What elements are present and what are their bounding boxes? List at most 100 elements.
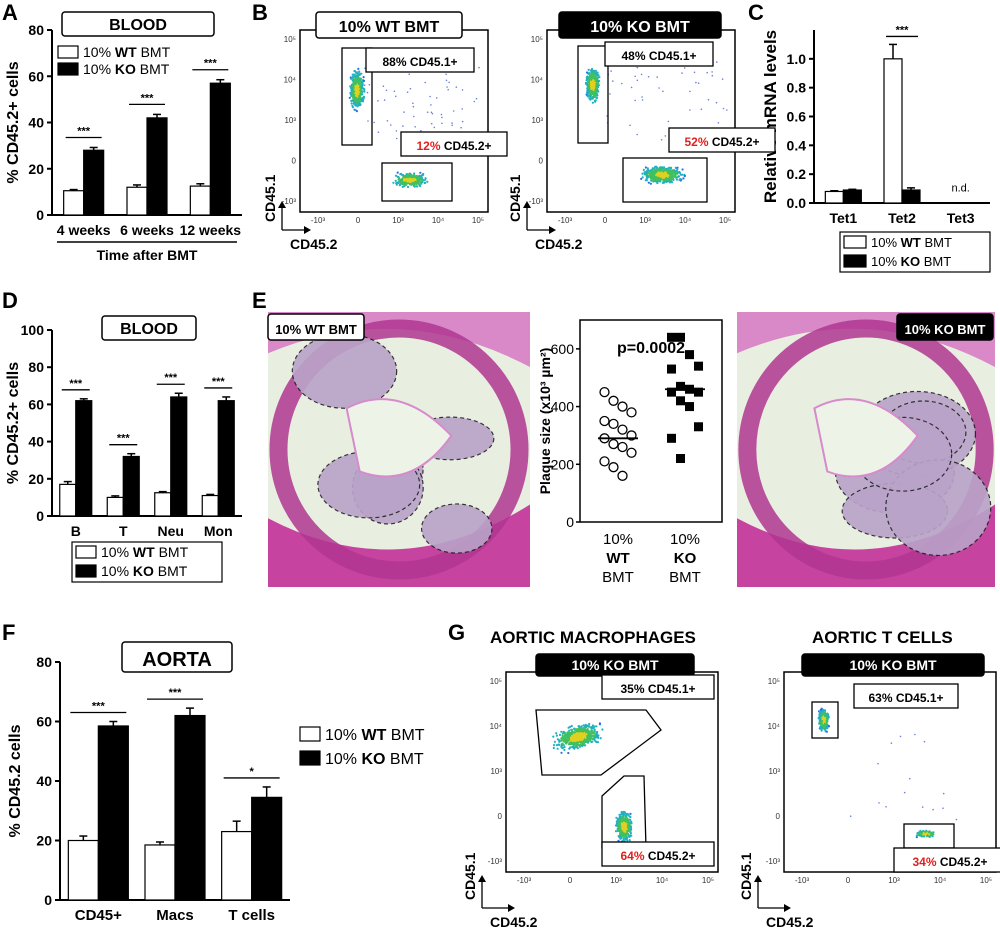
event-dot-cd45-1	[596, 71, 599, 74]
event-dot-cd45-2	[627, 826, 630, 830]
event-dot-cd45-2	[925, 835, 928, 838]
panel-letter-b: B	[252, 0, 268, 25]
sparse-event	[385, 89, 388, 92]
chart-c-mrna-levels: 0.0 0.2 0.4 0.6 0.8 1.0 Relative mRNA levels Te…	[761, 24, 991, 273]
event-dot-cd45-1	[362, 76, 365, 79]
event-dot-cd45-1	[563, 746, 566, 749]
event-dot-cd45-2	[621, 818, 624, 821]
sparse-event	[448, 81, 450, 84]
event-dot-cd45-2	[623, 821, 626, 824]
sparse-event	[441, 122, 443, 125]
event-dot-cd45-2	[628, 830, 631, 833]
event-dot-cd45-1	[821, 719, 824, 722]
event-dot-cd45-2	[409, 180, 412, 184]
data-point-wt	[626, 447, 637, 458]
event-dot-cd45-1	[576, 732, 579, 735]
event-dot-cd45-1	[597, 79, 600, 82]
y-axis-label: % CD45.2+ cells	[5, 362, 22, 484]
x-tick-label: 0	[356, 216, 361, 225]
sparse-event	[431, 112, 434, 115]
event-dot-cd45-2	[624, 820, 627, 823]
event-dot-cd45-2	[655, 179, 658, 182]
gate-label: 88% CD45.1+	[382, 55, 457, 69]
sparse-event	[377, 131, 380, 133]
event-dot-cd45-2	[672, 178, 675, 181]
event-dot-cd45-1	[823, 725, 826, 728]
event-dot-cd45-1	[593, 82, 596, 85]
event-dot-cd45-1	[553, 740, 556, 743]
event-dot-cd45-1	[354, 88, 357, 91]
flow-header: 10% KO BMT	[590, 19, 690, 36]
sparse-event	[641, 99, 644, 101]
event-dot-cd45-2	[413, 184, 416, 187]
event-dot-cd45-2	[625, 822, 628, 826]
y-tick-label: 60	[28, 396, 44, 412]
event-dot-cd45-1	[820, 721, 823, 724]
event-dot-cd45-1	[583, 733, 586, 736]
event-dot-cd45-1	[825, 725, 829, 728]
y-axis-label: % CD45.2+ cells	[5, 61, 22, 183]
event-dot-cd45-1	[821, 718, 824, 721]
event-dot-cd45-2	[620, 830, 623, 833]
y-tick-label: 80	[36, 654, 52, 670]
event-dot-cd45-2	[421, 173, 424, 177]
event-dot-cd45-1	[586, 724, 589, 727]
event-dot-cd45-2	[397, 182, 400, 185]
x-axis-label: CD45.2	[290, 236, 338, 252]
event-dot-cd45-2	[671, 170, 674, 173]
event-dot-cd45-2	[923, 832, 926, 836]
event-dot-cd45-1	[591, 101, 594, 104]
event-dot-cd45-1	[819, 716, 822, 719]
event-dot-cd45-1	[359, 84, 362, 87]
event-dot-cd45-2	[646, 167, 649, 170]
event-dot-cd45-2	[920, 834, 923, 838]
flow-header-box	[896, 313, 994, 341]
event-dot-cd45-1	[358, 96, 361, 100]
panel-letter-a: A	[2, 0, 18, 25]
category-label: B	[71, 523, 81, 539]
event-dot-cd45-1	[596, 82, 599, 86]
sparse-event	[455, 86, 458, 88]
event-dot-cd45-2	[629, 812, 632, 815]
y-tick-label: 60	[28, 68, 44, 84]
legend-label: 10% KO BMT	[325, 751, 424, 768]
event-dot-cd45-2	[659, 177, 662, 180]
y-tick-label: 1.0	[787, 51, 807, 67]
event-dot-cd45-2	[622, 835, 625, 838]
event-dot-cd45-1	[588, 86, 591, 89]
event-dot-cd45-1	[825, 730, 828, 733]
x-tick-label: 10⁵	[702, 876, 714, 885]
event-dot-cd45-1	[348, 96, 351, 99]
y-tick-label: 20	[28, 161, 44, 177]
sparse-event	[641, 96, 643, 98]
event-dot-cd45-2	[620, 822, 623, 825]
bar-ko	[146, 117, 168, 216]
sparse-event	[658, 87, 660, 89]
sparse-event	[413, 115, 415, 118]
gate-cd45-1	[577, 45, 609, 144]
bar-ko	[83, 149, 105, 216]
event-dot-cd45-1	[563, 740, 566, 743]
event-dot-cd45-2	[642, 168, 645, 171]
event-dot-cd45-1	[583, 732, 586, 735]
y-tick-label: 80	[28, 359, 44, 375]
event-dot-cd45-2	[666, 171, 669, 174]
x-axis-label: Time after BMT	[97, 247, 198, 263]
legend-label: 10% WT BMT	[871, 235, 952, 250]
event-dot-cd45-1	[354, 76, 358, 80]
event-dot-cd45-1	[572, 743, 575, 746]
event-dot-cd45-1	[591, 727, 594, 730]
y-tick-label: -10³	[766, 857, 781, 866]
event-dot-cd45-1	[577, 739, 580, 742]
event-dot-cd45-1	[591, 70, 594, 73]
event-dot-cd45-1	[592, 732, 595, 735]
event-dot-cd45-2	[626, 818, 629, 821]
event-dot-cd45-1	[567, 736, 570, 740]
event-dot-cd45-2	[621, 825, 624, 828]
chart-title-box	[61, 11, 215, 37]
event-dot-cd45-1	[560, 744, 563, 747]
bar-wt	[126, 186, 148, 216]
y-tick-label: 10⁵	[490, 677, 502, 686]
legend-swatch-wt	[57, 45, 79, 59]
y-tick-label: 0	[539, 157, 544, 166]
